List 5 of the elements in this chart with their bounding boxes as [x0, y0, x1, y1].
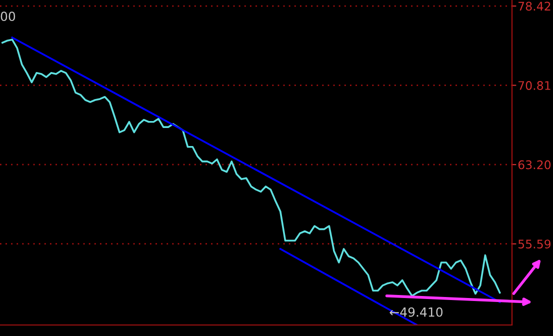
y-tick-label: 63.20	[518, 160, 551, 170]
y-tick-label: 78.42	[518, 2, 550, 11]
annotation: 00	[0, 12, 16, 22]
y-tick-label: 70.81	[518, 81, 550, 90]
y-tick-label: 55.59	[518, 240, 551, 249]
